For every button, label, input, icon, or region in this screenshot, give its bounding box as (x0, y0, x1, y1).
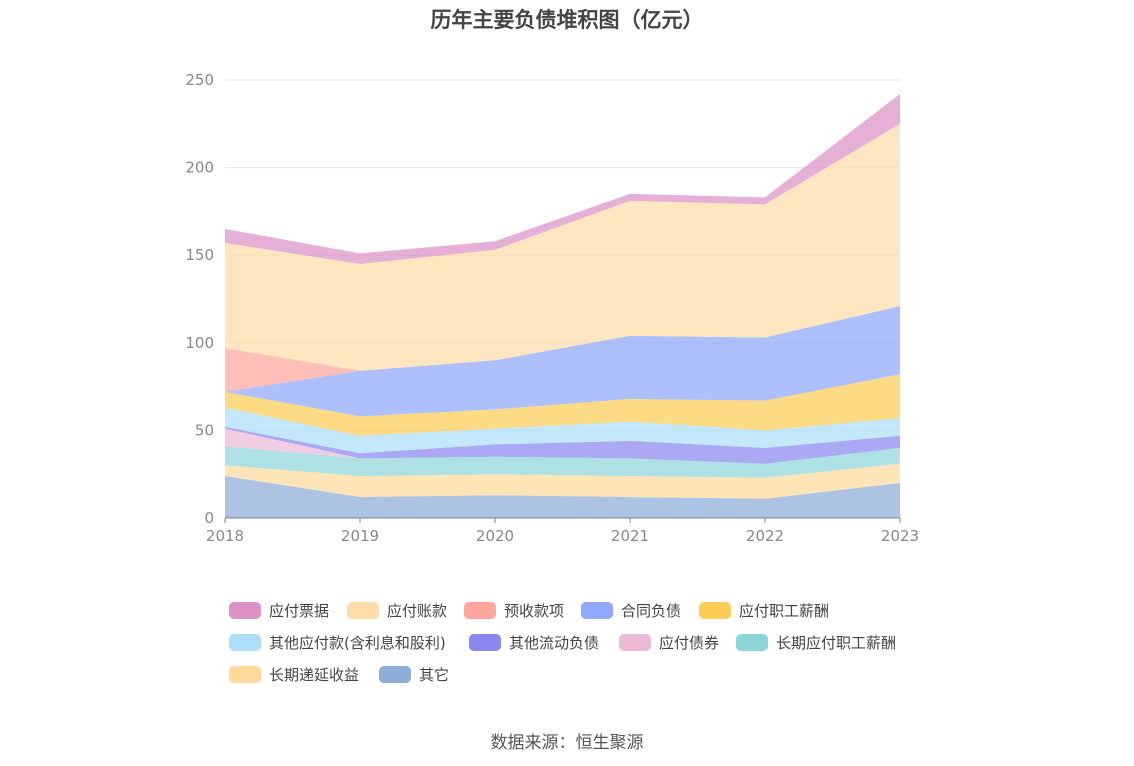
x-tick-label: 2023 (881, 527, 919, 545)
legend-swatch (736, 633, 768, 651)
x-tick-label: 2018 (206, 527, 244, 545)
legend-label: 应付职工薪酬 (739, 601, 830, 620)
y-tick-label: 100 (185, 334, 214, 352)
legend-label: 应付债券 (659, 633, 720, 652)
area-series (225, 94, 900, 264)
legend-swatch (347, 601, 379, 619)
legend-swatch (619, 633, 651, 651)
legend-item[interactable]: 其他应付款(含利息和股利) (229, 630, 446, 654)
legend-item[interactable]: 合同负债 (581, 598, 681, 622)
chart-title: 历年主要负债堆积图（亿元） (430, 8, 704, 32)
x-tick-label: 2019 (341, 527, 379, 545)
legend-item[interactable]: 其它 (379, 662, 449, 686)
data-source-note: 数据来源：恒生聚源 (490, 733, 644, 753)
legend-item[interactable]: 预收款项 (464, 598, 564, 622)
legend-label: 长期递延收益 (269, 665, 360, 684)
area-series (225, 123, 900, 371)
legend-item[interactable]: 应付职工薪酬 (699, 598, 829, 622)
legend-label: 其他应付款(含利息和股利) (269, 633, 446, 652)
legend-label: 应付票据 (269, 601, 330, 620)
area-series (225, 374, 900, 436)
legend-swatch (379, 665, 411, 683)
legend-label: 其它 (419, 665, 450, 684)
legend-item[interactable]: 应付账款 (347, 598, 447, 622)
area-series (225, 407, 900, 454)
x-tick-label: 2021 (611, 527, 649, 545)
legend-item[interactable]: 应付票据 (229, 598, 329, 622)
legend-swatch (464, 601, 496, 619)
area-series (225, 426, 900, 464)
legend-swatch (229, 601, 261, 619)
legend-swatch (469, 633, 501, 651)
legend-item[interactable]: 长期递延收益 (229, 662, 359, 686)
area-series (225, 463, 900, 499)
y-tick-label: 250 (185, 71, 214, 89)
area-series (225, 306, 900, 417)
legend-item[interactable]: 其他流动负债 (469, 630, 599, 654)
y-tick-label: 50 (195, 421, 214, 439)
area-series (225, 476, 900, 518)
x-tick-label: 2022 (746, 527, 784, 545)
legend-item[interactable]: 长期应付职工薪酬 (736, 630, 896, 654)
legend-label: 合同负债 (621, 601, 682, 620)
legend-label: 预收款项 (504, 601, 565, 620)
y-tick-label: 200 (185, 159, 214, 177)
legend-swatch (229, 633, 261, 651)
legend-swatch (229, 665, 261, 683)
area-series (225, 446, 900, 478)
legend-label: 其他流动负债 (509, 633, 600, 652)
legend-swatch (581, 601, 613, 619)
legend-item[interactable]: 应付债券 (619, 630, 719, 654)
legend-label: 应付账款 (387, 601, 448, 620)
y-tick-label: 0 (204, 509, 214, 527)
x-tick-label: 2020 (476, 527, 514, 545)
y-tick-label: 150 (185, 246, 214, 264)
legend-label: 长期应付职工薪酬 (776, 633, 897, 652)
legend-swatch (699, 601, 731, 619)
